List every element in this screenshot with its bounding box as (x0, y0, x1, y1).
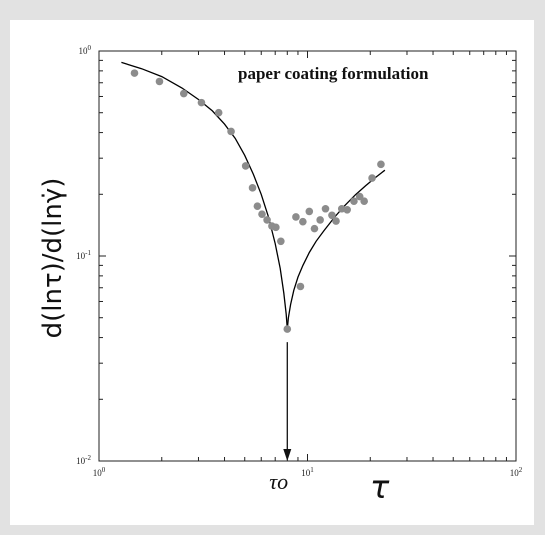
data-point (343, 206, 351, 214)
y-tick-label: 10-2 (76, 454, 91, 466)
data-point (292, 213, 300, 221)
data-point (296, 282, 305, 291)
x-axis-label: τ (370, 468, 390, 506)
x-tick-label: 102 (510, 466, 523, 478)
data-point (258, 210, 266, 218)
tau-o-label: τo (269, 469, 288, 494)
data-point (272, 223, 280, 232)
data-point (328, 211, 336, 220)
x-tick-label: 101 (301, 466, 314, 478)
tau-o-arrow-head (283, 449, 292, 461)
data-point (368, 174, 376, 182)
data-point (155, 77, 164, 86)
x-tick-label: 100 (93, 466, 106, 478)
fit-curves (121, 61, 386, 330)
data-point (283, 325, 292, 333)
data-point (316, 216, 324, 224)
data-point (350, 197, 358, 206)
y-tick-label: 100 (79, 44, 92, 56)
data-point (253, 202, 262, 210)
data-point (321, 204, 330, 213)
axis-ticks: 100 101 102 10-2 10-1 100 (76, 44, 523, 478)
annotations: τo (269, 342, 292, 494)
fit-curve-2 (286, 169, 386, 330)
figure-panel: 100 101 102 10-2 10-1 100 τo paper coating fo… (10, 20, 534, 525)
data-point (214, 108, 223, 117)
data-point (299, 217, 307, 226)
data-point (310, 224, 319, 233)
data-point (277, 237, 285, 246)
data-point (241, 162, 250, 170)
data-point (130, 69, 139, 77)
data-point (305, 207, 314, 216)
fit-curve-1 (121, 61, 288, 330)
data-point (179, 89, 188, 98)
data-point (332, 217, 340, 225)
chart-title: paper coating formulation (238, 64, 429, 83)
data-point (227, 127, 235, 136)
data-point (248, 184, 257, 192)
y-axis-label: d(lnτ)/d(lnγ̇) (38, 178, 68, 339)
data-point (197, 98, 206, 107)
y-tick-label: 10-1 (76, 249, 91, 261)
data-point (377, 160, 385, 169)
chart: 100 101 102 10-2 10-1 100 τo paper coating fo… (38, 44, 523, 506)
data-points (130, 69, 385, 333)
data-point (263, 216, 271, 224)
data-point (360, 197, 368, 206)
